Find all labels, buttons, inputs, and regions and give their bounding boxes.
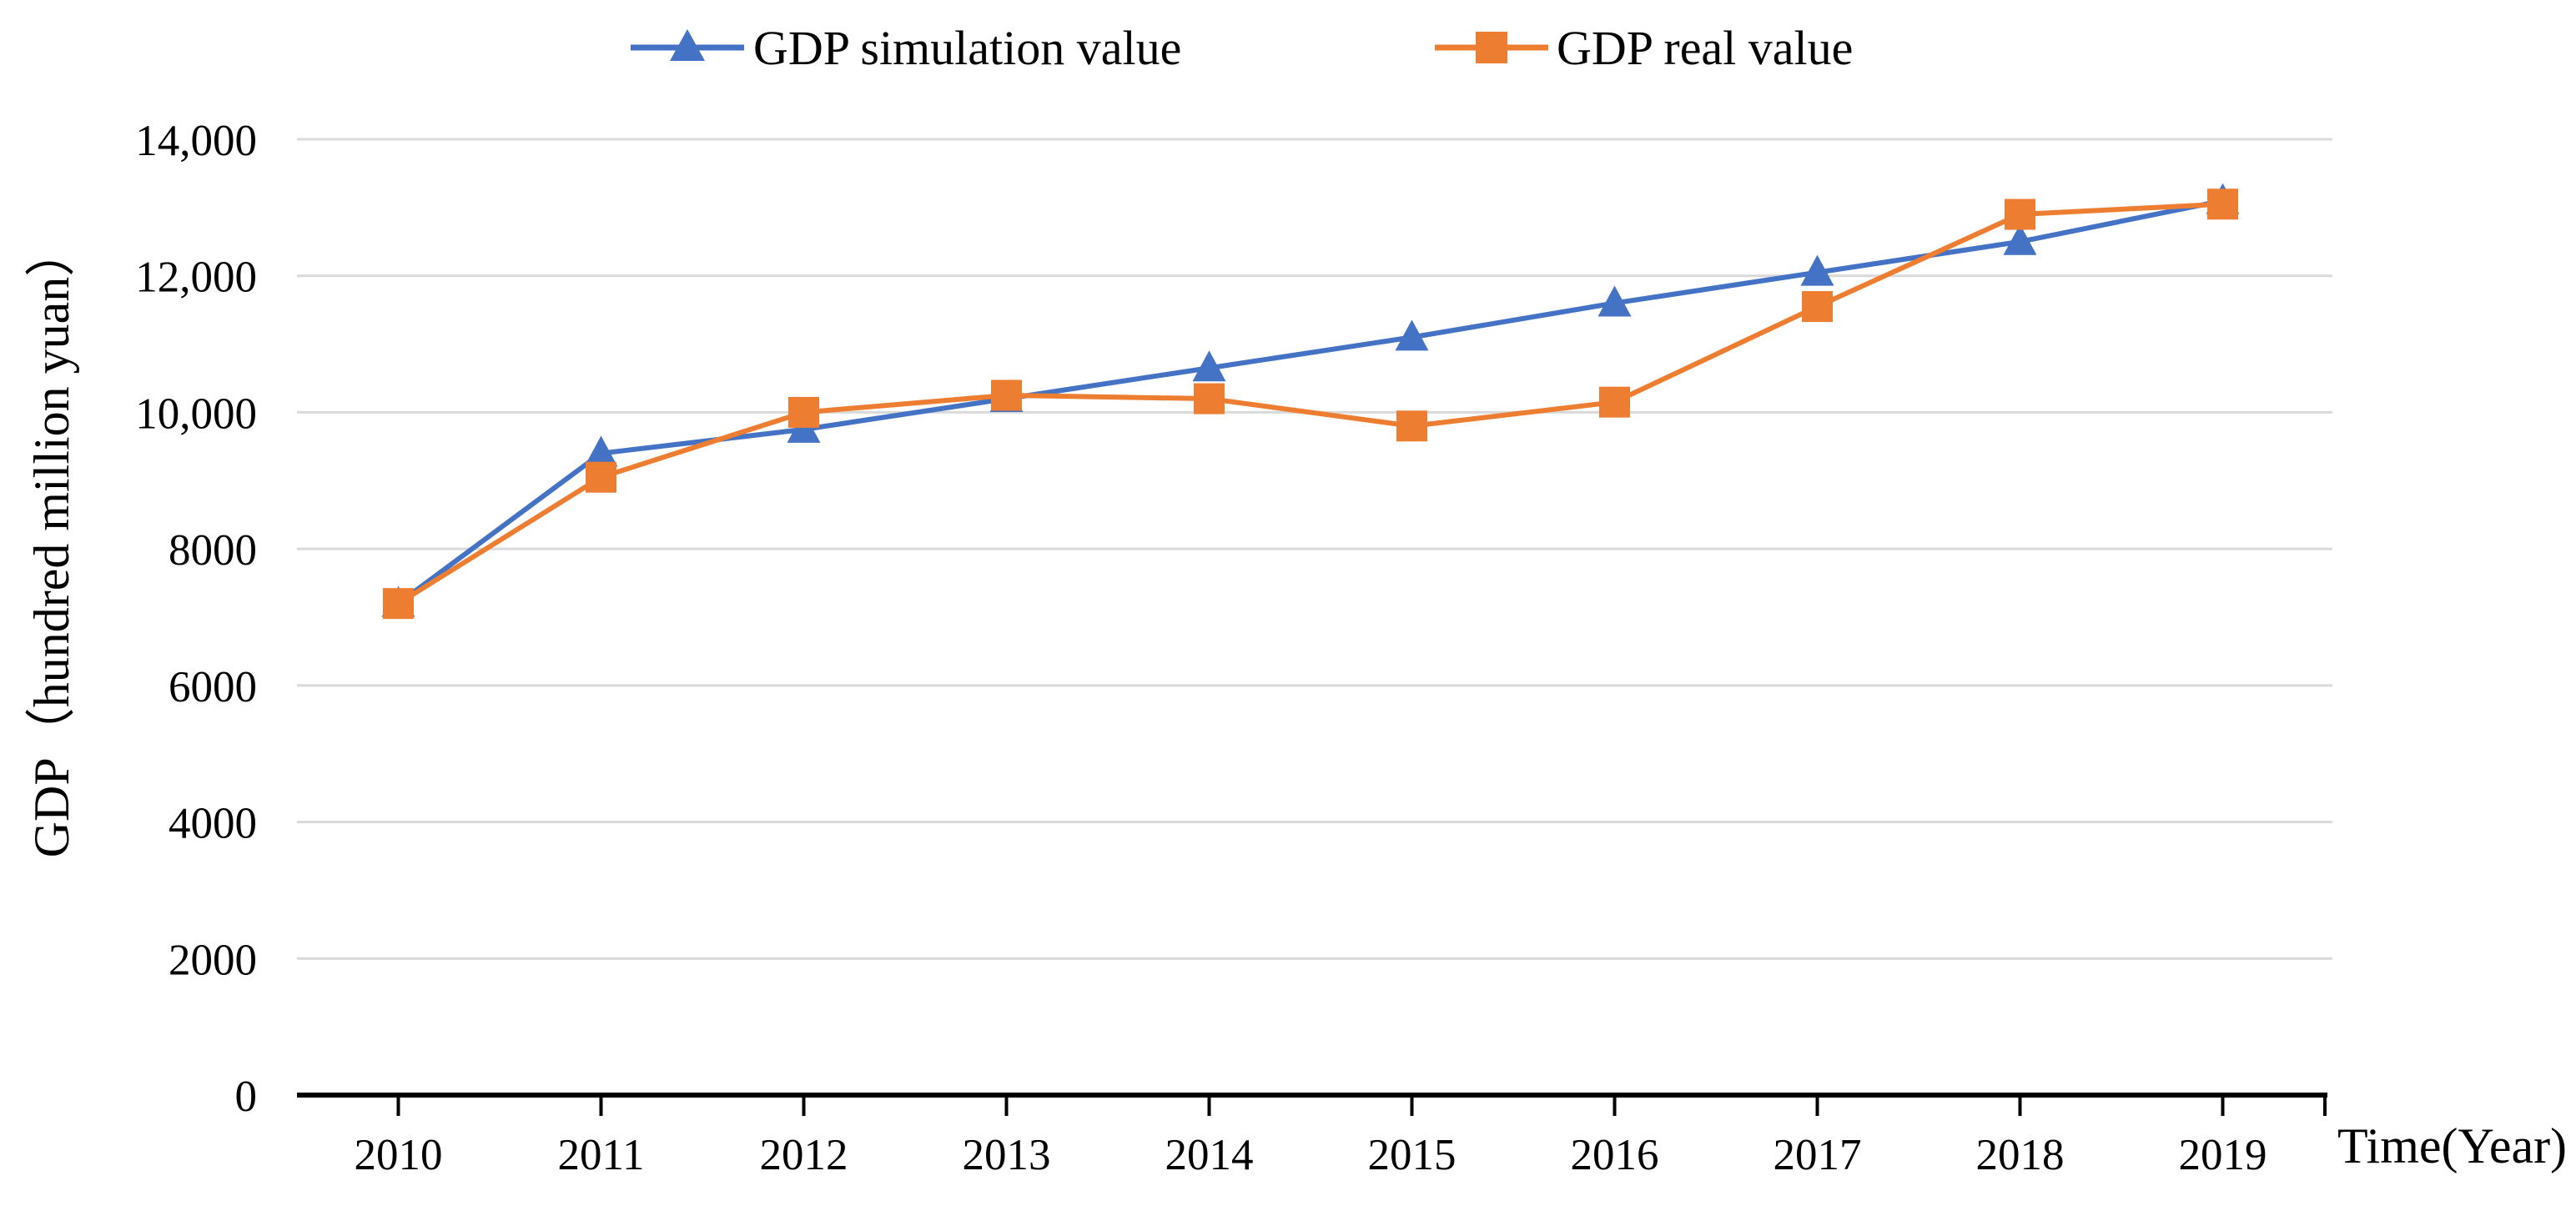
y-tick-label: 10,000 [135, 389, 257, 438]
marker-square-gdp-real-value-2019 [2207, 188, 2238, 220]
legend-marker-triangle-icon [670, 29, 705, 61]
y-tick-label: 8000 [169, 526, 257, 575]
marker-square-gdp-real-value-2012 [788, 396, 819, 428]
legend: GDP simulation value GDP real value [631, 21, 1853, 75]
series-line-gdp-simulation-value [395, 198, 2226, 606]
x-axis-title: Time(Year) [2337, 1118, 2567, 1173]
legend-marker-square-icon [1476, 32, 1507, 63]
legend-label-gdp-simulation-value: GDP simulation value [753, 21, 1181, 75]
marker-triangle-gdp-simulation-value-2017 [1800, 254, 1834, 286]
x-tick-label: 2014 [1165, 1131, 1254, 1179]
marker-square-gdp-real-value-2018 [2005, 198, 2035, 230]
gridlines [297, 138, 2332, 960]
y-axis-labels: 0 2000 4000 6000 8000 10,000 12,000 14,000 [135, 117, 257, 1121]
marker-square-gdp-real-value-2013 [991, 379, 1022, 411]
legend-item-gdp-real-value: GDP real value [1435, 21, 1853, 75]
series-gdp-real-value [383, 188, 2238, 620]
x-tick-label: 2019 [2179, 1131, 2267, 1179]
x-tick-label: 2012 [760, 1131, 848, 1179]
y-tick-label: 4000 [169, 800, 257, 848]
marker-square-gdp-real-value-2010 [383, 588, 414, 620]
marker-triangle-gdp-simulation-value-2018 [2003, 224, 2037, 255]
y-tick-label: 2000 [169, 936, 257, 984]
marker-triangle-gdp-simulation-value-2015 [1395, 319, 1429, 351]
x-tick-label: 2015 [1368, 1131, 1457, 1179]
legend-item-gdp-simulation-value: GDP simulation value [631, 21, 1181, 75]
x-tick-label: 2013 [963, 1131, 1051, 1179]
x-tick-label: 2011 [557, 1131, 644, 1179]
x-tick-label: 2016 [1571, 1131, 1659, 1179]
y-tick-label: 6000 [169, 663, 257, 711]
marker-square-gdp-real-value-2015 [1396, 410, 1427, 442]
marker-square-gdp-real-value-2014 [1194, 383, 1225, 415]
y-tick-label: 12,000 [135, 254, 257, 302]
series-gdp-simulation-value [381, 183, 2240, 617]
marker-square-gdp-real-value-2016 [1599, 386, 1630, 418]
legend-label-gdp-real-value: GDP real value [1557, 21, 1853, 75]
marker-triangle-gdp-simulation-value-2016 [1597, 285, 1632, 317]
marker-triangle-gdp-simulation-value-2011 [584, 435, 618, 467]
y-tick-label: 0 [235, 1073, 258, 1121]
marker-triangle-gdp-simulation-value-2014 [1192, 350, 1226, 382]
x-axis [297, 1093, 2327, 1116]
x-axis-labels: 2010 2011 2012 2013 2014 2015 2016 2017 2018 2019 [355, 1131, 2267, 1179]
marker-square-gdp-real-value-2017 [1802, 291, 1833, 323]
y-tick-label: 14,000 [135, 117, 257, 165]
marker-square-gdp-real-value-2011 [586, 461, 616, 493]
x-tick-label: 2018 [1976, 1131, 2065, 1179]
x-tick-label: 2017 [1774, 1131, 1862, 1179]
series-line-gdp-real-value [395, 201, 2226, 606]
y-axis-title: GDP（hundred million yuan） [24, 227, 79, 858]
x-tick-label: 2010 [355, 1131, 443, 1179]
